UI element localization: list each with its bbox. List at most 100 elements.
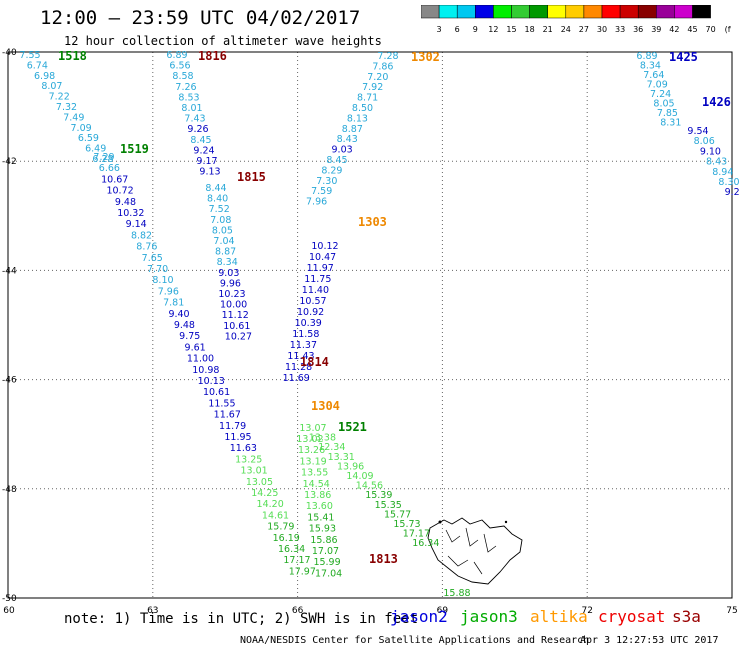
wave-height-label: 7.29 (93, 152, 114, 163)
track-1302: 7.287.867.207.928.718.508.138.878.439.03… (306, 50, 440, 208)
wave-height-label: 8.87 (342, 124, 363, 135)
wave-height-label: 6.98 (34, 71, 55, 82)
wave-height-label: 9.24 (193, 145, 214, 156)
wave-height-label: 11.43 (287, 351, 314, 362)
wave-height-label: 10.98 (192, 365, 219, 376)
legend-swatch (692, 5, 711, 19)
pass-time-label: 1814 (300, 355, 329, 369)
wave-height-label: 8.01 (181, 103, 202, 114)
wave-height-label: 11.79 (219, 421, 246, 432)
wave-height-label: 14.20 (257, 499, 284, 510)
wave-height-label: 6.56 (169, 61, 190, 72)
pass-time-label: 1304 (311, 399, 340, 413)
wave-height-label: 6.74 (27, 60, 48, 71)
wave-height-label: 8.05 (653, 99, 674, 110)
wave-height-label: 7.85 (657, 108, 678, 119)
x-tick-label: 72 (581, 606, 592, 616)
wave-height-label: 7.28 (377, 51, 398, 62)
wave-height-label: 10.92 (297, 307, 324, 318)
satellite-altika: altika (530, 607, 588, 626)
pass-time-label: 1816 (198, 49, 227, 63)
wave-height-label: 7.65 (142, 253, 163, 264)
track-1815: 8.448.407.527.088.057.048.878.349.039.96… (205, 170, 265, 342)
wave-height-label: 17.17 (283, 555, 310, 566)
wave-height-label: 6.66 (99, 163, 120, 174)
wave-height-label: 16.34 (412, 538, 439, 549)
legend-label: 33 (615, 25, 625, 34)
track-1816: 6.896.568.587.268.538.017.439.268.459.24… (166, 49, 226, 178)
pass-time-label: 1518 (58, 49, 87, 63)
wave-height-label: 10.61 (203, 387, 230, 398)
wave-height-label: 9.03 (218, 268, 239, 279)
wave-height-label: 7.64 (643, 70, 664, 81)
wave-height-label: 15.77 (384, 509, 411, 520)
wave-height-label: 6.89 (166, 50, 187, 61)
wave-height-label: 8.30 (718, 177, 739, 188)
wave-height-label: 13.55 (301, 468, 328, 479)
wave-height-label: 14.25 (251, 488, 278, 499)
wave-height-label: 11.69 (283, 373, 310, 384)
island-coastline (427, 517, 523, 585)
wave-height-label: 13.07 (299, 423, 326, 434)
map-title: 12:00 – 23:59 UTC 04/02/2017 (40, 7, 361, 29)
pass-time-label: 1519 (120, 142, 149, 156)
wave-height-label: 13.19 (299, 456, 326, 467)
wave-height-label: 7.86 (372, 61, 393, 72)
wave-height-label: 14.09 (346, 471, 373, 482)
wave-height-label: 9.03 (332, 145, 353, 156)
wave-height-label: 15.99 (313, 557, 340, 568)
pass-time-label: 1815 (237, 170, 266, 184)
wave-height-label: 7.43 (184, 114, 205, 125)
wave-height-label: 10.00 (220, 300, 247, 311)
y-tick-label: -44 (2, 266, 17, 276)
generated-timestamp: Apr 3 12:27:53 UTC 2017 (580, 635, 719, 646)
wave-height-label: 14.54 (303, 479, 330, 490)
wave-height-label: 11.67 (214, 410, 241, 421)
kerguelen-island (427, 517, 523, 585)
wave-height-label: 12.34 (318, 442, 345, 453)
track-1813: 15.88 1813 (369, 552, 471, 599)
wave-height-label: 13.96 (337, 461, 364, 472)
pass-time-label: 1521 (338, 420, 367, 434)
wave-height-label: 11.97 (307, 263, 334, 274)
wave-height-label: 13.86 (304, 490, 331, 501)
wave-height-label: 9.20 (725, 187, 740, 198)
wave-height-label: 8.43 (337, 134, 358, 145)
wave-height-label: 8.94 (712, 167, 733, 178)
wave-height-label: 7.32 (56, 102, 77, 113)
wave-height-label: 8.10 (152, 275, 173, 286)
legend-label: 27 (579, 25, 589, 34)
legend-label: 36 (633, 25, 643, 34)
wave-height-label: 11.37 (290, 340, 317, 351)
wave-height-label: 8.43 (706, 157, 727, 168)
wave-height-label: 10.32 (117, 208, 144, 219)
track-1426: 9.548.069.108.438.948.309.20 1426 (687, 95, 740, 198)
wave-height-label: 9.40 (168, 309, 189, 320)
wave-height-label: 9.54 (687, 126, 708, 137)
pass-time-label: 1303 (358, 215, 387, 229)
wave-height-label: 8.50 (352, 103, 373, 114)
legend-label: 45 (687, 25, 697, 34)
wave-height-label: 15.88 (443, 588, 470, 599)
wave-height-label: 14.61 (262, 510, 289, 521)
wave-height-label: 8.40 (207, 194, 228, 205)
wave-height-label: 17.17 (403, 529, 430, 540)
wave-height-label: 9.13 (199, 167, 220, 178)
legend-label: 24 (561, 25, 571, 34)
wave-height-label: 9.48 (115, 197, 136, 208)
island-inlets (445, 527, 497, 575)
credit-text: NOAA/NESDIS Center for Satellite Applica… (240, 635, 590, 646)
track-1521: 13.0213.2613.1913.5514.5413.8613.6015.41… (296, 420, 367, 579)
wave-height-label: 7.49 (63, 112, 84, 123)
wave-height-label: 13.31 (328, 452, 355, 463)
wave-height-label: 15.35 (375, 500, 402, 511)
wave-height-label: 7.22 (49, 92, 70, 103)
wave-height-label: 8.34 (640, 61, 661, 72)
wave-height-label: 8.07 (41, 81, 62, 92)
wave-height-label: 7.20 (367, 72, 388, 83)
x-tick-label: 66 (292, 606, 304, 616)
legend-label: 30 (597, 25, 607, 34)
legend-label: 21 (543, 25, 553, 34)
wave-height-label: 11.55 (208, 398, 235, 409)
